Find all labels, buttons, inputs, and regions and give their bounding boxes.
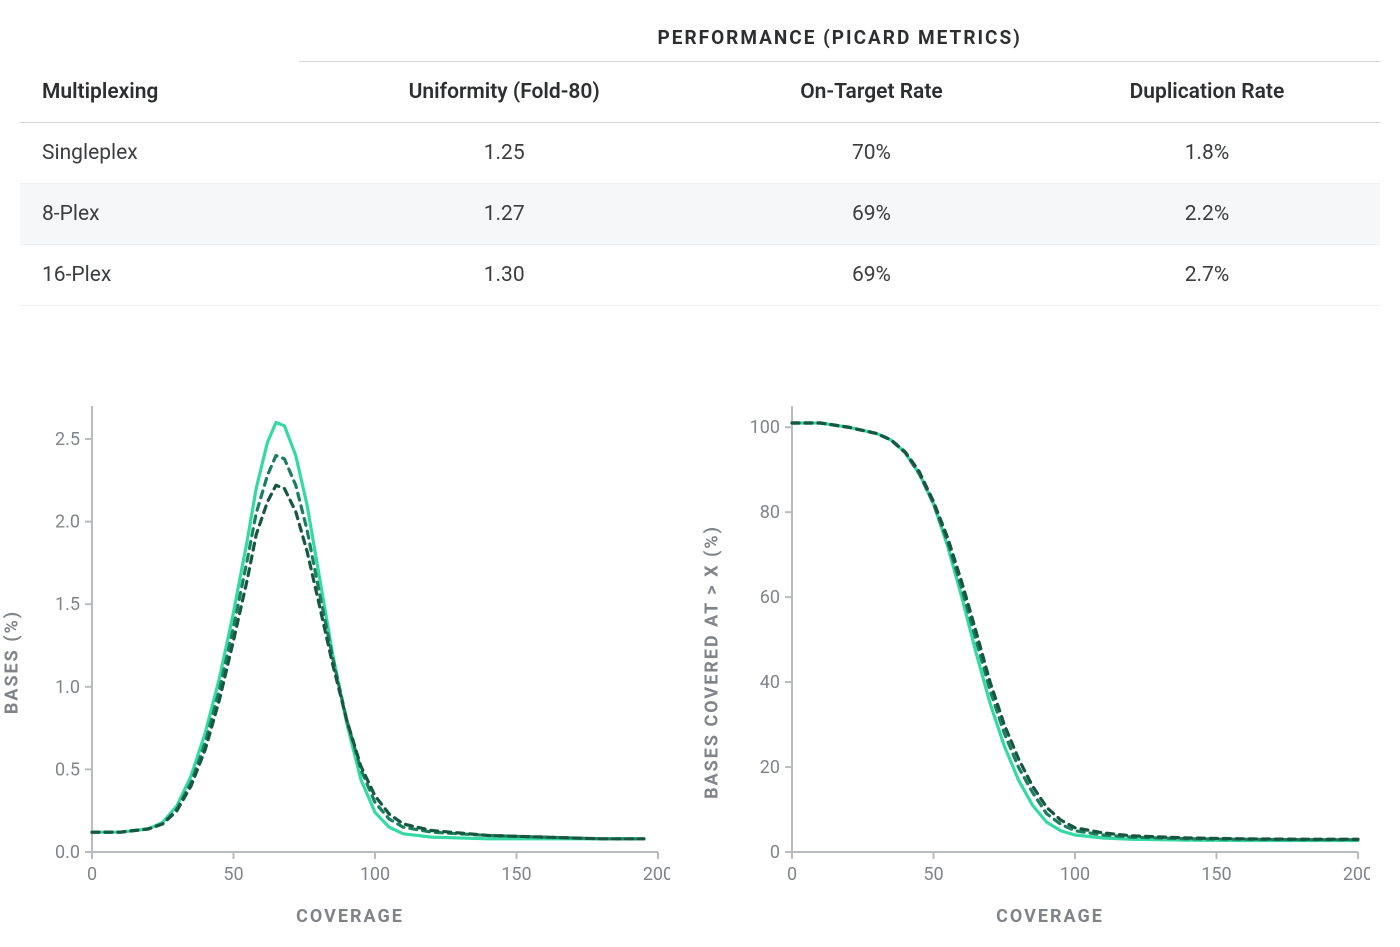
cell-duplication: 2.2% [1034, 184, 1380, 245]
cell-duplication: 1.8% [1034, 123, 1380, 184]
table-super-header-blank [20, 10, 299, 62]
svg-text:150: 150 [1201, 864, 1231, 885]
svg-text:60: 60 [760, 587, 780, 608]
svg-text:0: 0 [770, 842, 780, 863]
table-row: 8-Plex 1.27 69% 2.2% [20, 184, 1380, 245]
svg-text:200: 200 [1343, 864, 1370, 885]
chart-right-panel: BASES COVERED AT > X (%) 050100150200020… [730, 396, 1370, 927]
svg-text:1.0: 1.0 [55, 677, 80, 698]
cell-multiplexing: 16-Plex [20, 245, 299, 306]
cell-uniformity: 1.25 [299, 123, 709, 184]
chart-left-ylabel: BASES (%) [2, 609, 23, 713]
svg-text:150: 150 [501, 864, 531, 885]
col-multiplexing: Multiplexing [20, 62, 299, 123]
chart-right: 0 50 100 150 200 0 20 40 60 80 100 [730, 396, 1370, 896]
svg-text:0.0: 0.0 [55, 842, 80, 863]
svg-text:20: 20 [760, 757, 780, 778]
table-col-header-row: Multiplexing Uniformity (Fold-80) On-Tar… [20, 62, 1380, 123]
charts-row: BASES (%) 0501001502000.00.51.01.52.02.5… [20, 396, 1380, 927]
cell-multiplexing: Singleplex [20, 123, 299, 184]
cell-uniformity: 1.27 [299, 184, 709, 245]
svg-text:2.0: 2.0 [55, 512, 80, 533]
chart-right-ylabel: BASES COVERED AT > X (%) [702, 525, 723, 799]
cell-on-target: 69% [709, 184, 1034, 245]
col-uniformity: Uniformity (Fold-80) [299, 62, 709, 123]
svg-text:40: 40 [760, 672, 780, 693]
svg-text:80: 80 [760, 502, 780, 523]
table-row: Singleplex 1.25 70% 1.8% [20, 123, 1380, 184]
svg-text:100: 100 [360, 864, 390, 885]
cell-on-target: 69% [709, 245, 1034, 306]
svg-text:0: 0 [87, 864, 97, 885]
svg-text:0: 0 [787, 864, 797, 885]
col-on-target: On-Target Rate [709, 62, 1034, 123]
svg-text:100: 100 [750, 417, 780, 438]
metrics-table-wrap: PERFORMANCE (PICARD METRICS) Multiplexin… [20, 10, 1380, 306]
svg-text:2.5: 2.5 [55, 429, 80, 450]
table-row: 16-Plex 1.30 69% 2.7% [20, 245, 1380, 306]
chart-left-xlabel: COVERAGE [30, 906, 670, 927]
table-super-header: PERFORMANCE (PICARD METRICS) [299, 10, 1380, 62]
cell-uniformity: 1.30 [299, 245, 709, 306]
chart-left-panel: BASES (%) 0501001502000.00.51.01.52.02.5… [30, 396, 670, 927]
table-body: Singleplex 1.25 70% 1.8% 8-Plex 1.27 69%… [20, 123, 1380, 306]
cell-on-target: 70% [709, 123, 1034, 184]
metrics-table: PERFORMANCE (PICARD METRICS) Multiplexin… [20, 10, 1380, 306]
chart-left: 0 50 100 150 200 0.0 0.5 1.0 1.5 2.0 2.5 [30, 396, 670, 896]
svg-text:200: 200 [643, 864, 670, 885]
cell-duplication: 2.7% [1034, 245, 1380, 306]
svg-text:50: 50 [923, 864, 943, 885]
col-duplication: Duplication Rate [1034, 62, 1380, 123]
svg-text:100: 100 [1060, 864, 1090, 885]
svg-text:0.5: 0.5 [55, 759, 80, 780]
cell-multiplexing: 8-Plex [20, 184, 299, 245]
svg-text:1.5: 1.5 [55, 594, 80, 615]
svg-text:50: 50 [223, 864, 243, 885]
chart-right-xlabel: COVERAGE [730, 906, 1370, 927]
